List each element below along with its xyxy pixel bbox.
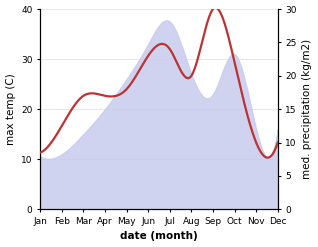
Y-axis label: max temp (C): max temp (C) [5,73,16,145]
X-axis label: date (month): date (month) [120,231,198,242]
Y-axis label: med. precipitation (kg/m2): med. precipitation (kg/m2) [302,39,313,179]
